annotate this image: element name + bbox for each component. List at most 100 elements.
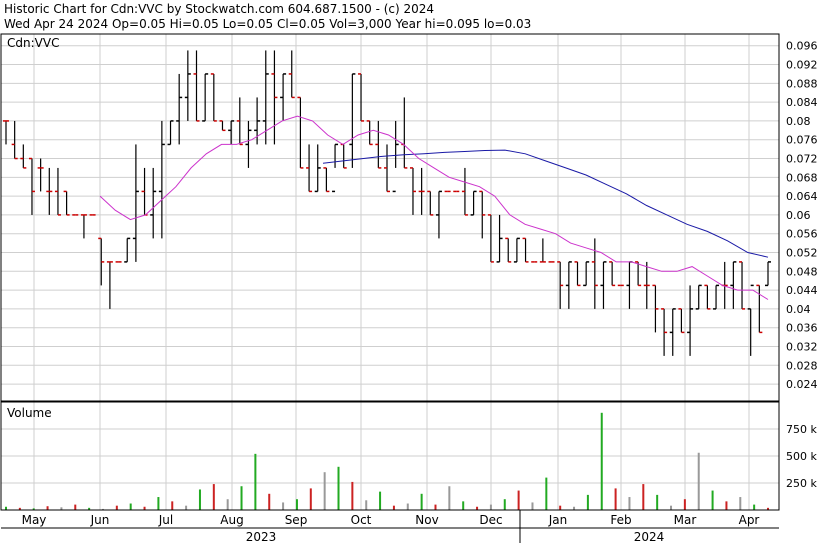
volume-bar [323, 472, 326, 510]
volume-bar [600, 412, 603, 510]
short-moving-average-line [99, 115, 769, 300]
volume-bar [337, 466, 340, 510]
price-tick-label: 0.076 [786, 134, 818, 147]
volume-grid [1, 402, 779, 510]
month-label: Mar [674, 513, 697, 527]
volume-bar [670, 505, 673, 510]
volume-bar [212, 484, 215, 510]
month-axis: May Jun Jul Aug Sep Oct Nov Dec Jan Feb Mar Apr [22, 513, 760, 527]
volume-bar [32, 508, 35, 510]
price-axis: 0.096 0.092 0.088 0.084 0.08 0.076 0.072 0.068 0… [786, 40, 818, 391]
volume-bar [739, 497, 742, 510]
volume-bar [531, 502, 534, 510]
volume-bar [254, 453, 257, 510]
volume-bar [545, 477, 548, 510]
volume-bar [753, 504, 756, 510]
volume-bar [226, 499, 229, 510]
volume-bar [559, 505, 562, 510]
volume-bar [462, 501, 465, 510]
volume-bar [115, 505, 118, 510]
volume-bar [586, 494, 589, 510]
volume-axis: 750 k 500 k 250 k [786, 423, 817, 490]
volume-bar [295, 499, 298, 510]
volume-tick-label: 250 k [786, 477, 817, 490]
volume-tick-label: 750 k [786, 423, 817, 436]
volume-bar [282, 502, 285, 510]
month-label: Feb [610, 513, 631, 527]
price-grid [1, 34, 779, 401]
month-label: Nov [415, 513, 438, 527]
volume-panel-label: Volume [7, 406, 52, 420]
volume-bar [18, 507, 21, 510]
volume-bar [46, 506, 49, 510]
price-tick-label: 0.064 [786, 190, 818, 203]
month-label: Aug [220, 513, 243, 527]
volume-bar [101, 508, 104, 510]
volume-bar [171, 501, 174, 510]
volume-bar [392, 505, 395, 510]
volume-bar [406, 503, 409, 510]
volume-bar [351, 481, 354, 510]
volume-bar [767, 507, 769, 510]
price-panel-frame [0, 33, 780, 402]
month-label: Jul [158, 513, 173, 527]
year-label-2023: 2023 [246, 530, 277, 543]
price-tick-label: 0.056 [786, 228, 818, 241]
month-label: Sep [285, 513, 308, 527]
volume-bar [517, 490, 520, 510]
volume-bar [697, 452, 700, 510]
volume-bar [489, 504, 492, 510]
price-panel-label: Cdn:VVC [7, 36, 59, 50]
quote-summary: Wed Apr 24 2024 Op=0.05 Hi=0.05 Lo=0.05 … [4, 17, 531, 31]
price-tick-label: 0.048 [786, 265, 818, 278]
month-label: Jan [548, 513, 568, 527]
price-tick-label: 0.084 [786, 96, 818, 109]
volume-bar [60, 507, 63, 510]
volume-bar [74, 504, 77, 510]
volume-bar [614, 488, 617, 510]
volume-bar [185, 505, 188, 510]
month-label: Jun [90, 513, 110, 527]
price-tick-label: 0.088 [786, 77, 818, 90]
volume-bar [420, 493, 423, 510]
volume-bar [683, 499, 686, 510]
price-tick-label: 0.028 [786, 359, 818, 372]
volume-bar [157, 497, 160, 510]
month-label: Dec [479, 513, 502, 527]
volume-bar [642, 484, 645, 510]
volume-bar [628, 497, 631, 510]
price-tick-label: 0.068 [786, 171, 818, 184]
ohlc-bars [3, 50, 771, 356]
volume-bar [198, 489, 201, 510]
price-tick-label: 0.08 [786, 115, 811, 128]
volume-bar [88, 507, 91, 510]
volume-bar [143, 506, 146, 510]
volume-bar [309, 488, 312, 510]
volume-bar [711, 490, 714, 510]
volume-bar [725, 501, 728, 510]
long-moving-average-line [322, 149, 769, 258]
month-label: May [22, 513, 47, 527]
volume-bar [240, 486, 243, 510]
volume-tick-label: 500 k [786, 450, 817, 463]
price-tick-label: 0.096 [786, 40, 818, 53]
volume-bar [129, 503, 132, 510]
volume-bar [365, 500, 368, 510]
volume-bar [656, 494, 659, 510]
month-label: Apr [739, 513, 760, 527]
month-label: Oct [351, 513, 372, 527]
volume-bars [5, 412, 769, 510]
price-tick-label: 0.036 [786, 322, 818, 335]
price-tick-label: 0.024 [786, 378, 818, 391]
volume-bar [5, 506, 7, 510]
price-tick-label: 0.052 [786, 247, 818, 260]
volume-bar [379, 491, 382, 510]
volume-bar [448, 486, 451, 510]
volume-bar [573, 506, 576, 510]
volume-bar [268, 493, 271, 510]
chart-title: Historic Chart for Cdn:VVC by Stockwatch… [4, 2, 434, 16]
volume-bar [503, 499, 506, 510]
volume-bar [476, 506, 479, 510]
price-tick-label: 0.032 [786, 340, 818, 353]
